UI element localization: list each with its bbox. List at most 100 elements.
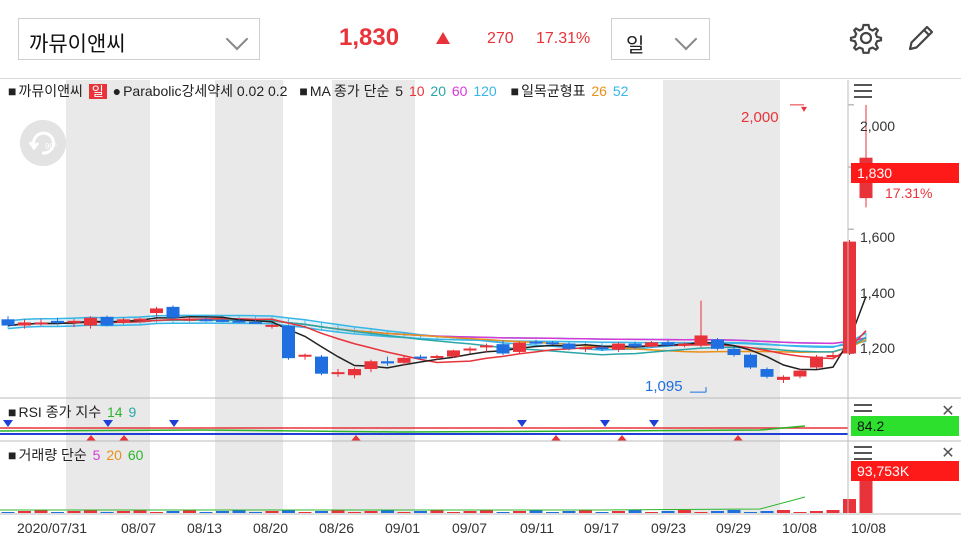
close-icon[interactable]: ✕ [941, 403, 955, 420]
x-tick: 08/26 [319, 520, 355, 536]
stock-selector[interactable]: 까뮤이앤씨 [18, 18, 260, 60]
current-price-tag-pct: 17.31% [885, 185, 933, 201]
legend-ma120: 120 [473, 83, 497, 99]
legend-ma10: 10 [408, 83, 425, 99]
x-tick: 08/20 [253, 520, 289, 536]
candle-body [694, 335, 708, 346]
week-band [663, 80, 780, 513]
volume-bar [282, 510, 295, 513]
volume-bar [612, 511, 625, 513]
volume-bar [381, 510, 394, 513]
legend-period-badge: 일 [88, 84, 107, 99]
candle-body [381, 361, 394, 364]
rsi-period-2: 9 [128, 404, 137, 420]
volume-bar [1, 512, 15, 513]
candle-body [364, 361, 378, 370]
high-price-label: 2,000 [741, 109, 779, 126]
candle-body [282, 325, 295, 359]
candle-body [744, 354, 757, 368]
menu-icon[interactable] [854, 84, 872, 98]
legend-ma60: 60 [451, 83, 468, 99]
volume-bar [513, 511, 526, 513]
y-tick-1200: 1,200 [860, 340, 896, 356]
candle-body [348, 369, 361, 376]
candle-body [216, 319, 229, 322]
volume-bar [711, 511, 724, 513]
volume-bar [397, 512, 411, 513]
candle-body [1, 319, 15, 326]
rotate-90-icon: 90° [20, 120, 66, 166]
volume-bar [645, 512, 658, 513]
legend-ma20: 20 [430, 83, 446, 99]
close-icon[interactable]: ✕ [941, 445, 955, 462]
current-price-tag: 1,830 [851, 163, 959, 183]
volume-legend: ■ 거래량 단순 5 20 60 [8, 445, 145, 465]
legend-bullet: ● [112, 83, 122, 99]
y-tick-2000: 2,000 [860, 118, 896, 134]
volume-period-1: 5 [92, 447, 101, 463]
volume-bar [34, 510, 48, 513]
edit-button[interactable] [903, 20, 939, 56]
candle-body [661, 342, 675, 346]
y-tick-1600: 1,600 [860, 229, 896, 245]
volume-bar [414, 511, 427, 513]
candle-body [117, 319, 130, 323]
settings-button[interactable] [848, 20, 884, 56]
rsi-up-signal [351, 435, 361, 441]
candle-body [199, 319, 213, 322]
x-tick: 09/11 [520, 520, 554, 536]
volume-bar [826, 510, 840, 513]
volume-bar [183, 510, 196, 513]
volume-value-tag: 93,753K [851, 461, 959, 481]
candle-body [793, 370, 807, 377]
top-bar: 까뮤이앤씨 1,830 270 17.31% 일 [0, 0, 961, 79]
candle-body [760, 369, 774, 377]
x-tick: 08/13 [187, 520, 223, 536]
volume-bar [265, 511, 279, 513]
volume-bar [150, 512, 163, 513]
volume-bar [430, 510, 444, 513]
volume-bar [348, 512, 361, 513]
menu-icon[interactable] [854, 446, 872, 460]
settings-gear-icon [849, 23, 883, 54]
volume-bar [694, 512, 708, 513]
candle-body [67, 320, 81, 323]
edit-pencil-icon [908, 25, 934, 51]
rsi-up-signal [617, 435, 627, 441]
candle-body [414, 356, 427, 359]
y-tick-1400: 1,400 [860, 285, 896, 301]
x-tick: 10/08 [782, 520, 818, 536]
rsi-down-signal [600, 420, 610, 427]
rsi-period-1: 14 [107, 404, 123, 420]
rotate-90-button[interactable]: 90° [20, 120, 66, 166]
volume-bar [727, 510, 741, 513]
candle-body [166, 306, 180, 318]
price-legend: ■ 까뮤이앤씨 일 ● Parabolic강세약세 0.02 0.2 ■ MA 종가 … [8, 81, 630, 101]
volume-label: 거래량 단순 [18, 447, 87, 463]
volume-bar [18, 511, 31, 513]
rsi-down-signal [103, 420, 113, 427]
rsi-down-signal [517, 420, 527, 427]
period-selector[interactable]: 일 [611, 18, 710, 60]
price-change-percent: 17.31% [536, 30, 591, 47]
legend-ma-label: MA 종가 단순 [309, 83, 390, 99]
candle-body [447, 350, 460, 357]
volume-bar [84, 510, 97, 513]
x-tick: 09/17 [584, 520, 620, 536]
x-tick: 09/23 [651, 520, 687, 536]
rsi-label: RSI 종가 지수 [18, 404, 102, 420]
current-price-tag-value: 1,830 [857, 165, 893, 181]
volume-bar [579, 510, 592, 513]
x-tick: 09/07 [452, 520, 488, 536]
candle-body [249, 321, 262, 324]
volume-bar [777, 510, 790, 513]
high-marker-arrow [801, 106, 807, 112]
rsi-legend: ■ RSI 종가 지수 14 9 [8, 402, 138, 422]
candle-body [232, 320, 246, 323]
current-price: 1,830 [339, 24, 400, 51]
volume-bar [166, 511, 180, 513]
candle-body [133, 318, 147, 321]
x-tick: 09/29 [716, 520, 752, 536]
price-change: 270 [487, 30, 514, 47]
